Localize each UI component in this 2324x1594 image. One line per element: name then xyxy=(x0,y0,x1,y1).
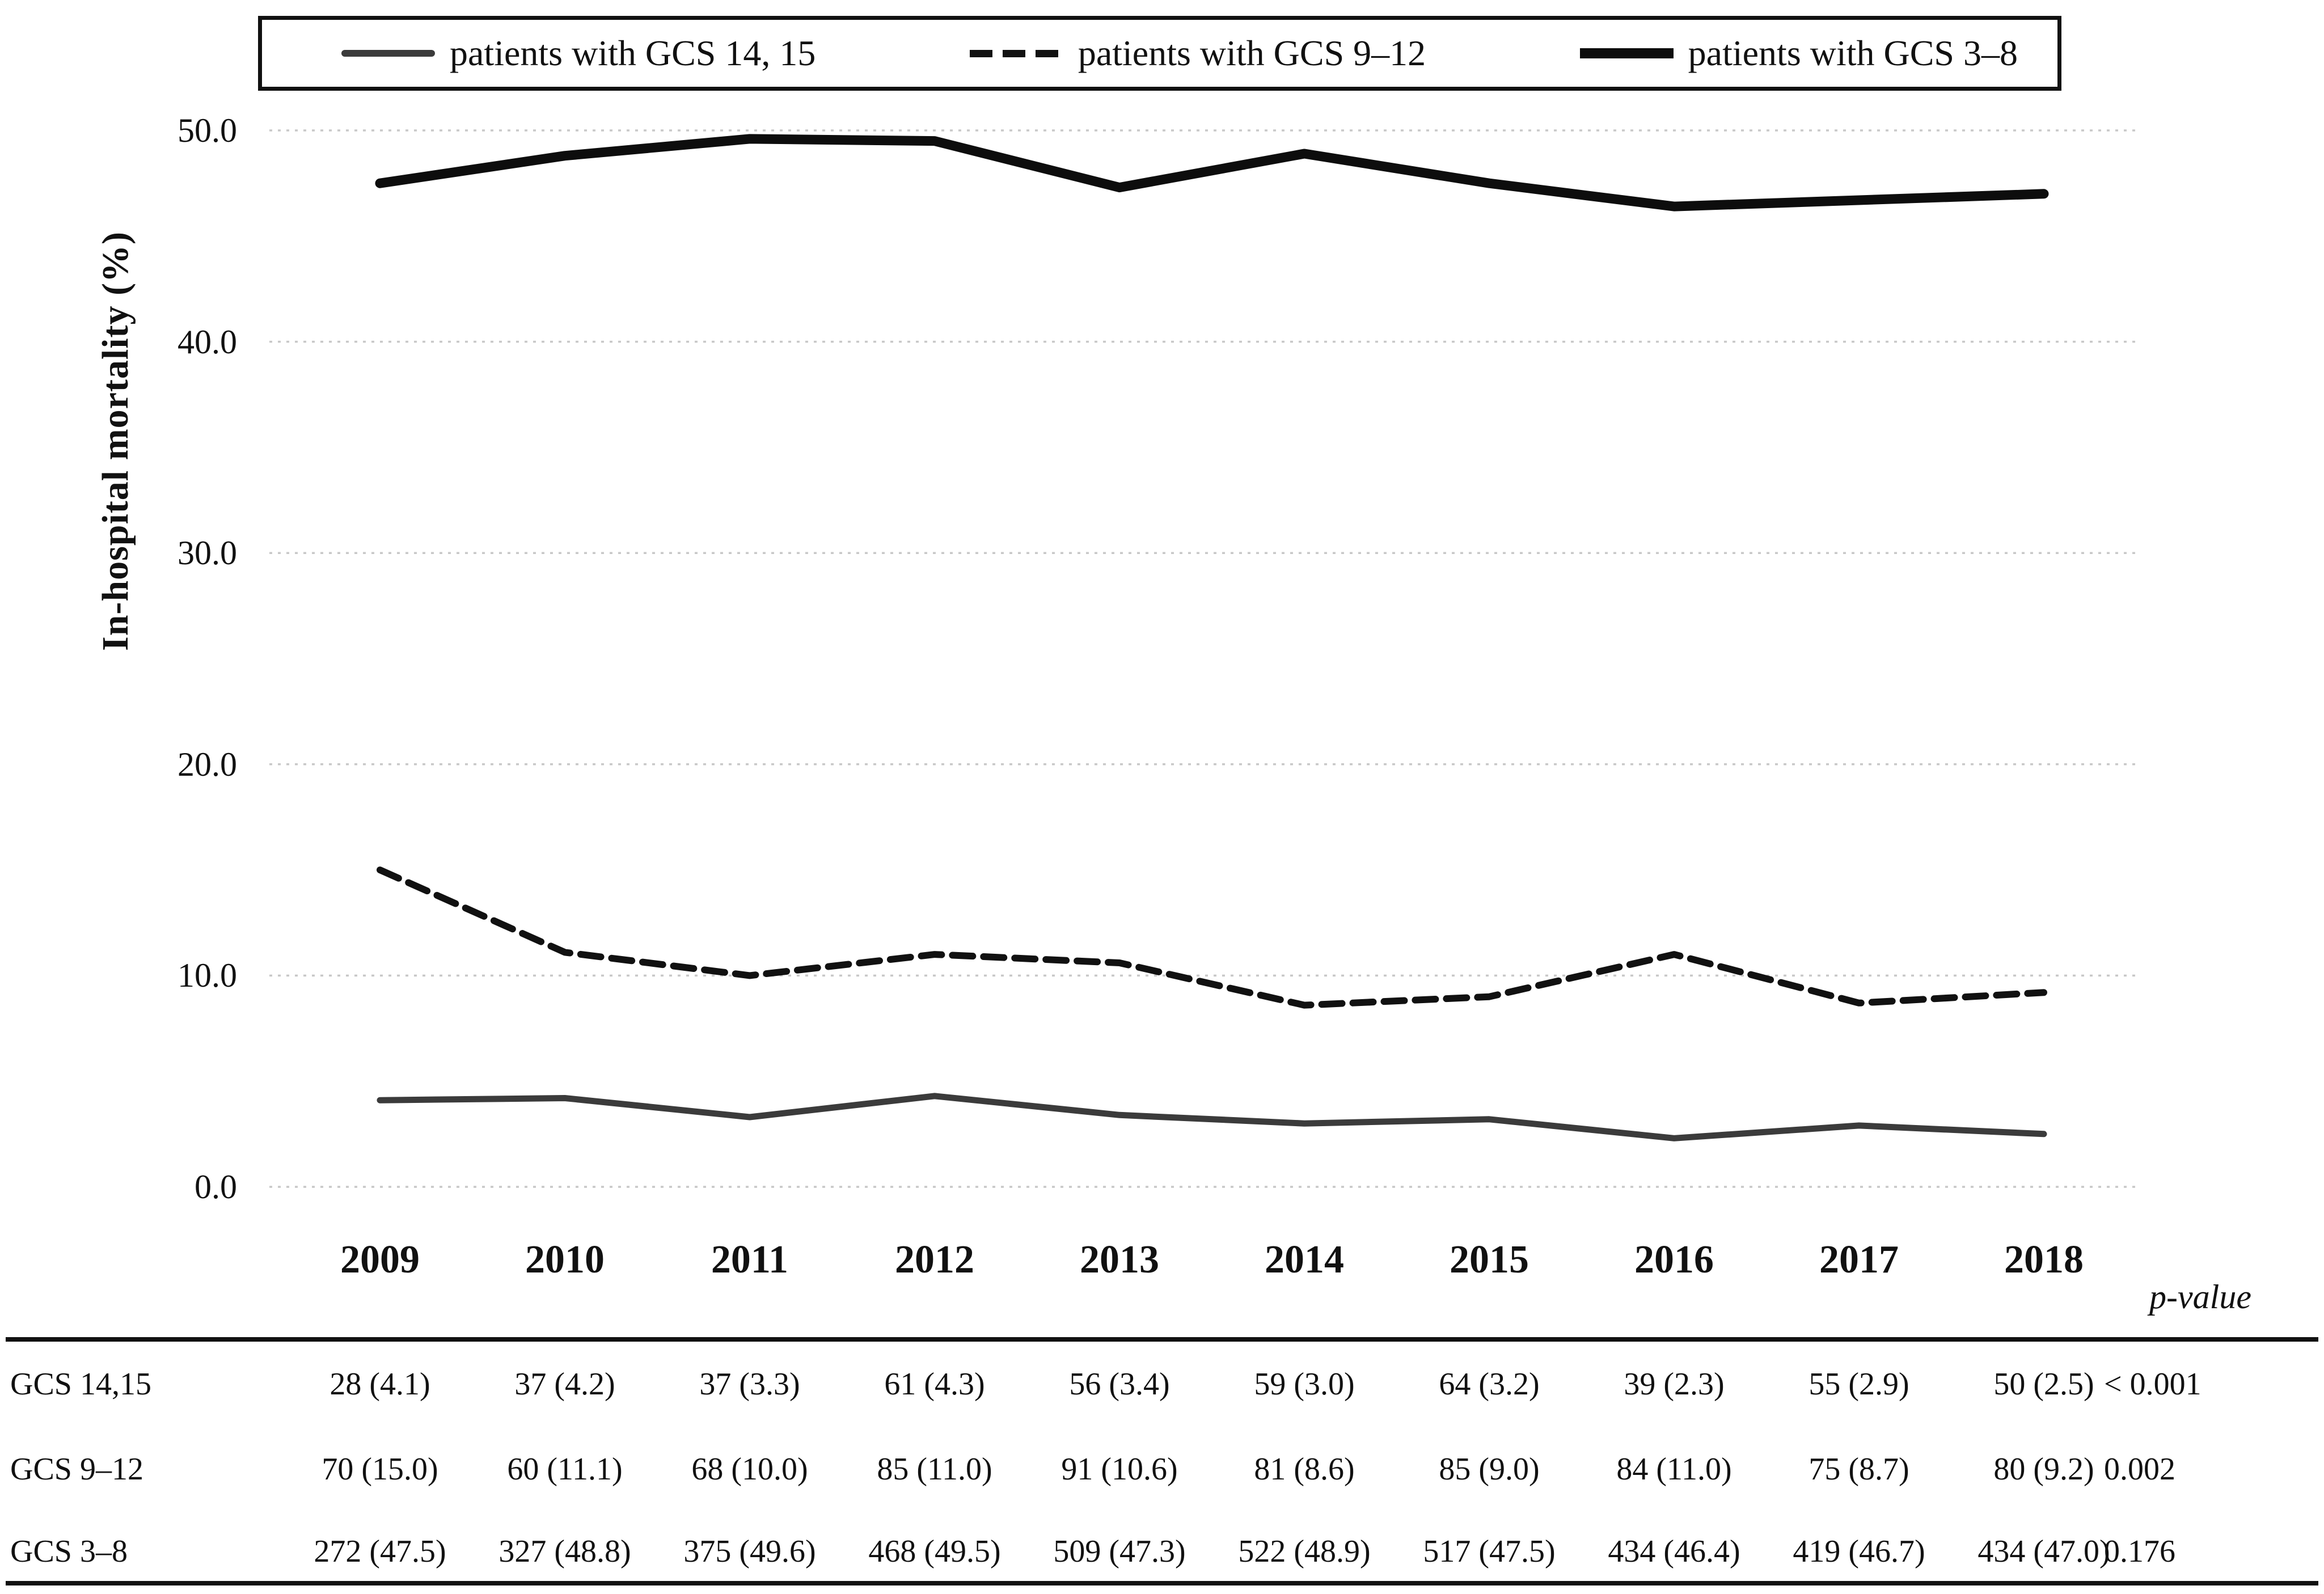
table-cell: 75 (8.7) xyxy=(1809,1452,1909,1487)
legend-entry-gcs-9-12: patients with GCS 9–12 xyxy=(969,33,1426,73)
y-tick-label: 50.0 xyxy=(178,112,237,149)
x-axis-year-label: 2010 xyxy=(525,1238,605,1282)
legend-label: patients with GCS 3–8 xyxy=(1688,33,2018,73)
table-cell: 468 (49.5) xyxy=(868,1534,1001,1569)
legend-entry-gcs-14-15: patients with GCS 14, 15 xyxy=(341,35,815,71)
table-cell: 68 (10.0) xyxy=(691,1452,808,1487)
y-axis-title: In-hospital mortality (%) xyxy=(95,231,136,651)
legend-line-sample-solid-black-thick xyxy=(1579,48,1674,58)
table-row-label: GCS 14,15 xyxy=(10,1367,151,1402)
table-cell-p-value: 0.176 xyxy=(2104,1534,2175,1569)
table-cell: 434 (47.0) xyxy=(1977,1534,2110,1569)
line-series-2 xyxy=(377,866,2047,1009)
x-axis-year-label: 2015 xyxy=(1450,1238,1529,1282)
table-cell: 85 (9.0) xyxy=(1439,1452,1540,1487)
line-series-1 xyxy=(377,1093,2047,1141)
table-cell: 37 (4.2) xyxy=(514,1367,615,1402)
x-axis-year-label: 2012 xyxy=(895,1238,974,1282)
table-cell: 509 (47.3) xyxy=(1053,1534,1186,1569)
y-tick-label: 30.0 xyxy=(178,534,237,572)
x-axis-year-label: 2009 xyxy=(340,1238,420,1282)
x-axis-year-label: 2018 xyxy=(2004,1238,2084,1282)
table-cell: 81 (8.6) xyxy=(1254,1452,1355,1487)
table-cell: 37 (3.3) xyxy=(699,1367,800,1402)
table-cell: 84 (11.0) xyxy=(1616,1452,1732,1487)
table-cell: 517 (47.5) xyxy=(1423,1534,1556,1569)
table-cell: 272 (47.5) xyxy=(314,1534,446,1569)
table-cell: 39 (2.3) xyxy=(1624,1367,1725,1402)
y-tick-label: 20.0 xyxy=(178,745,237,783)
table-cell: 91 (10.6) xyxy=(1061,1452,1178,1487)
legend-label: patients with GCS 14, 15 xyxy=(450,33,816,73)
table-cell: 434 (46.4) xyxy=(1608,1534,1740,1569)
table-cell: 61 (4.3) xyxy=(884,1367,985,1402)
legend-line-sample-solid-gray xyxy=(341,50,435,57)
y-tick-label: 10.0 xyxy=(178,957,237,995)
line-series-3 xyxy=(375,134,2049,212)
table-cell: 85 (11.0) xyxy=(877,1452,992,1487)
table-cell: 64 (3.2) xyxy=(1439,1367,1540,1402)
table-cell: 59 (3.0) xyxy=(1254,1367,1355,1402)
table-cell: 70 (15.0) xyxy=(322,1452,438,1487)
chart-legend: patients with GCS 14, 15 patients with G… xyxy=(258,16,2061,91)
legend-label: patients with GCS 9–12 xyxy=(1078,33,1426,73)
table-cell: 80 (9.2) xyxy=(1993,1452,2094,1487)
x-axis-year-label: 2011 xyxy=(711,1238,789,1282)
table-cell: 56 (3.4) xyxy=(1069,1367,1170,1402)
table-cell-p-value: < 0.001 xyxy=(2104,1367,2202,1402)
table-cell: 419 (46.7) xyxy=(1793,1534,1925,1569)
legend-entry-gcs-3-8: patients with GCS 3–8 xyxy=(1579,33,2018,73)
x-axis-year-label: 2014 xyxy=(1265,1238,1344,1282)
table-cell: 50 (2.5) xyxy=(1993,1367,2094,1402)
table-cell: 28 (4.1) xyxy=(329,1367,430,1402)
y-tick-label: 0.0 xyxy=(195,1168,237,1206)
x-axis-year-label: 2013 xyxy=(1080,1238,1159,1282)
table-row-label: GCS 9–12 xyxy=(10,1452,143,1487)
legend-line-sample-dashed-black xyxy=(969,49,1063,57)
table-cell-p-value: 0.002 xyxy=(2104,1452,2175,1487)
p-value-column-header: p-value xyxy=(2149,1278,2251,1316)
y-tick-label: 40.0 xyxy=(178,323,237,361)
table-cell: 60 (11.1) xyxy=(507,1452,623,1487)
table-cell: 327 (48.8) xyxy=(498,1534,631,1569)
x-axis-year-label: 2016 xyxy=(1634,1238,1714,1282)
table-cell: 522 (48.9) xyxy=(1238,1534,1371,1569)
table-cell: 375 (49.6) xyxy=(683,1534,816,1569)
table-cell: 55 (2.9) xyxy=(1809,1367,1909,1402)
x-axis-year-label: 2017 xyxy=(1819,1238,1899,1282)
table-row-label: GCS 3–8 xyxy=(10,1534,128,1569)
table-bottom-rule xyxy=(6,1581,2318,1585)
table-top-rule xyxy=(6,1337,2318,1342)
